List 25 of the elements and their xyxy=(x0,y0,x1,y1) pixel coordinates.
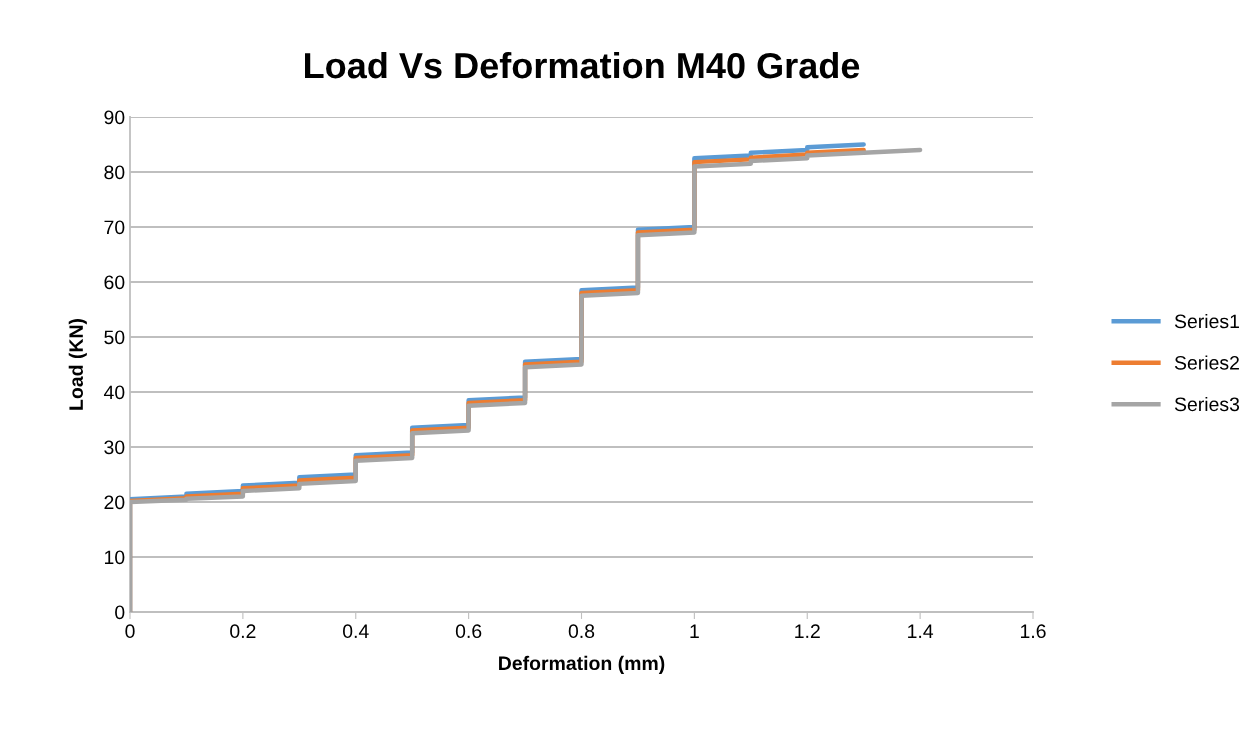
x-tick-label: 0.8 xyxy=(568,624,595,639)
x-tick-label: 0.2 xyxy=(230,624,256,639)
y-tick-label: 60 xyxy=(104,275,125,290)
x-tick-label: 1 xyxy=(690,624,699,638)
y-tick-label: 40 xyxy=(103,385,125,400)
legend-label: Series3 xyxy=(1174,396,1240,412)
x-tick-label: 0 xyxy=(125,624,135,639)
x-tick-label: 0.4 xyxy=(343,624,369,639)
y-tick-label: 30 xyxy=(104,440,125,455)
y-tick-label: 10 xyxy=(105,550,125,565)
y-tick-label: 70 xyxy=(104,220,125,235)
x-tick-label: 0.6 xyxy=(455,624,482,639)
y-tick-label: 50 xyxy=(104,330,125,345)
legend-label: Series1 xyxy=(1174,313,1239,329)
chart-title: Load Vs Deformation M40 Grade xyxy=(305,51,860,79)
x-tick-label: 1.2 xyxy=(795,624,820,638)
x-axis-title: Deformation (mm) xyxy=(499,655,665,674)
y-axis-title: Load (KN) xyxy=(68,319,87,410)
y-tick-label: 0 xyxy=(115,605,125,620)
legend-label: Series2 xyxy=(1174,355,1239,370)
x-tick-label: 1.6 xyxy=(1020,624,1046,639)
y-tick-label: 20 xyxy=(104,495,125,510)
y-tick-label: 80 xyxy=(104,165,125,180)
y-tick-label: 90 xyxy=(104,110,125,125)
x-tick-label: 1.4 xyxy=(908,624,934,638)
